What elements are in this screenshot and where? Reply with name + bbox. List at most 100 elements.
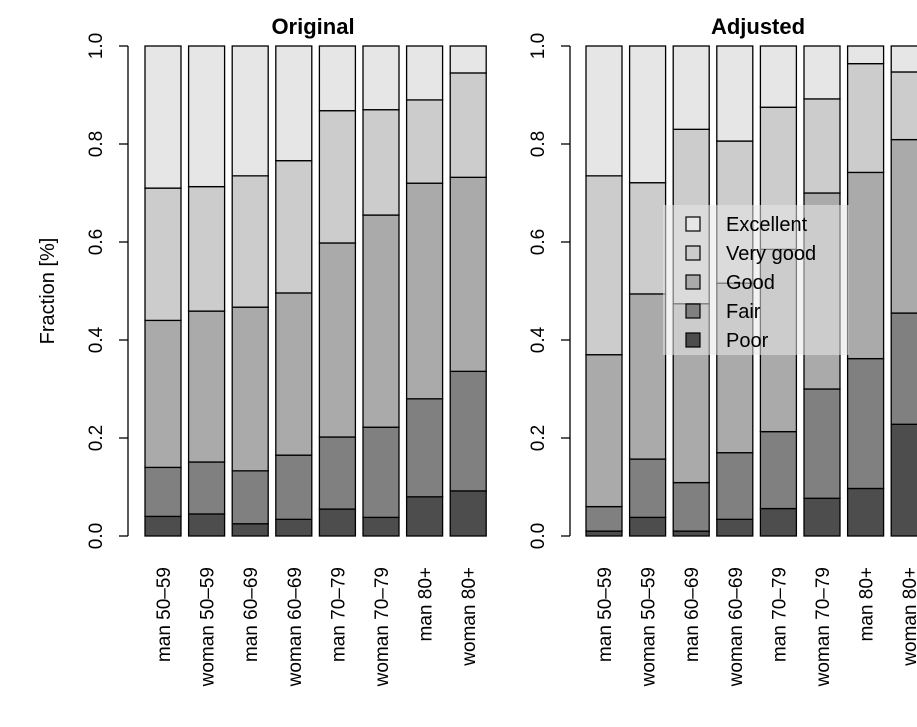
bar-segment-poor [144, 515, 182, 537]
bar-group [890, 45, 917, 537]
x-category-label: man 70–79 [769, 567, 790, 662]
bar-segment-good [846, 171, 885, 360]
bar-segment-poor [846, 487, 885, 537]
bar-segment-very-good [449, 72, 487, 178]
bar-segment-excellent [803, 45, 841, 100]
bar-segment-poor [716, 518, 754, 537]
y-tick-label: 0.6 [86, 229, 107, 255]
bar-segment-fair [759, 430, 798, 510]
y-tick-label: 0.4 [86, 326, 107, 353]
bar-segment-excellent [759, 45, 798, 108]
bar-group [231, 45, 269, 537]
bar-segment-good [231, 306, 269, 472]
legend-label: Fair [726, 301, 761, 323]
x-category-label: man 50–59 [154, 567, 175, 662]
bar-segment-good [628, 293, 667, 460]
panel-title: Adjusted [711, 14, 805, 39]
x-category-label: woman 50–59 [198, 567, 219, 687]
bar-segment-fair [585, 505, 623, 532]
x-category-label: woman 70–79 [372, 567, 393, 687]
bar-segment-excellent [362, 45, 400, 111]
bar-segment-good [890, 138, 917, 314]
legend-swatch-fair [685, 303, 701, 319]
bar-segment-excellent [187, 45, 226, 188]
bar-segment-excellent [318, 45, 357, 112]
bar-segment-excellent [275, 45, 313, 162]
bar-segment-poor [628, 516, 667, 537]
x-category-label: man 80+ [416, 567, 437, 641]
legend-label: Very good [726, 243, 816, 265]
x-category-label: woman 80+ [459, 567, 480, 667]
y-tick-label: 0.2 [528, 425, 549, 451]
bar-group [187, 45, 226, 537]
y-tick-label: 0.6 [528, 229, 549, 255]
legend: Excellent Very good Good Fair Poor [663, 205, 849, 355]
bar-segment-very-good [846, 62, 885, 174]
bar-segment-poor [187, 513, 226, 537]
legend-swatch-poor [685, 332, 701, 348]
bar-segment-good [585, 354, 623, 508]
y-tick-label: 0.8 [528, 131, 549, 157]
bar-group [362, 45, 400, 537]
chart-panel-1: Original 0.0 0.2 0.4 0.6 0.8 1.0 Fraction [%] ma… [37, 14, 487, 687]
x-category-label: woman 70–79 [813, 567, 834, 687]
bar-segment-excellent [890, 45, 917, 73]
bar-segment-very-good [628, 182, 667, 295]
bar-segment-poor [449, 490, 487, 537]
bar-segment-very-good [803, 98, 841, 194]
bar-group [405, 45, 444, 537]
bar-segment-good [318, 242, 357, 438]
bar-segment-very-good [890, 71, 917, 141]
bar-group [144, 45, 182, 537]
y-axis-label: Fraction [%] [37, 238, 59, 345]
x-category-label: woman 60–69 [726, 567, 747, 687]
bar-group [846, 45, 885, 537]
bar-segment-good [405, 182, 444, 400]
bar-segment-fair [405, 398, 444, 498]
bar-segment-very-good [318, 110, 357, 244]
bar-group [585, 45, 623, 537]
x-category-label: woman 60–69 [285, 567, 306, 687]
bar-segment-excellent [846, 45, 885, 65]
x-category-label: man 50–59 [595, 567, 616, 662]
x-category-label: man 60–69 [241, 567, 262, 662]
legend-swatch-good [685, 274, 701, 290]
legend-label: Good [726, 272, 775, 294]
bar-segment-very-good [231, 175, 269, 308]
x-category-label: man 70–79 [328, 567, 349, 662]
x-category-label: man 80+ [857, 567, 878, 641]
bar-segment-poor [803, 497, 841, 537]
bar-segment-fair [672, 481, 710, 532]
bar-group [628, 45, 667, 537]
x-category-label: man 60–69 [682, 567, 703, 662]
bar-group [449, 45, 487, 537]
bar-segment-poor [890, 423, 917, 537]
bar-segment-fair [890, 312, 917, 425]
y-tick-label: 1.0 [86, 33, 107, 59]
legend-label: Poor [726, 330, 769, 352]
bar-segment-very-good [585, 175, 623, 356]
legend-swatch-excellent [685, 216, 701, 232]
x-category-label: woman 50–59 [639, 567, 660, 687]
bar-segment-excellent [449, 45, 487, 74]
y-tick-label: 0.8 [86, 131, 107, 157]
bar-segment-excellent [405, 45, 444, 101]
bar-segment-good [362, 214, 400, 428]
bar-segment-poor [585, 530, 623, 537]
bar-segment-fair [628, 458, 667, 519]
panel-title: Original [271, 14, 354, 39]
bar-segment-very-good [275, 160, 313, 294]
y-tick-label: 0.2 [86, 425, 107, 451]
bar-segment-very-good [187, 185, 226, 312]
bar-segment-excellent [716, 45, 754, 142]
legend-label: Excellent [726, 214, 808, 236]
bar-segment-good [144, 319, 182, 469]
bar-segment-fair [846, 357, 885, 490]
bar-segment-very-good [405, 99, 444, 184]
bar-segment-excellent [628, 45, 667, 184]
bar-segment-poor [672, 530, 710, 537]
bar-segment-excellent [231, 45, 269, 177]
y-tick-label: 1.0 [528, 33, 549, 59]
bar-segment-poor [405, 496, 444, 537]
